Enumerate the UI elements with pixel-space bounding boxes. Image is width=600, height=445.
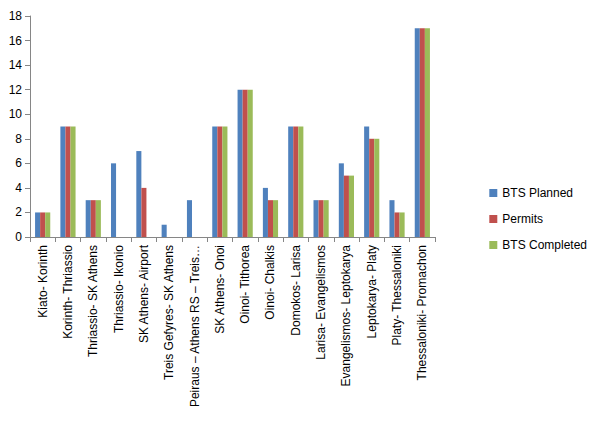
svg-text:SK Athens- Onoi: SK Athens- Onoi [213, 245, 227, 334]
svg-text:Platy- Thessaloniki: Platy- Thessaloniki [390, 245, 404, 346]
svg-text:Thriassio- Ikonio: Thriassio- Ikonio [112, 245, 126, 333]
svg-text:Leptokarya- Platy: Leptokarya- Platy [365, 245, 379, 338]
svg-text:0: 0 [15, 230, 22, 244]
svg-text:Korinth- Thriassio: Korinth- Thriassio [61, 245, 75, 339]
svg-text:12: 12 [9, 83, 23, 97]
svg-text:Peiraus – Athens RS – Treis…: Peiraus – Athens RS – Treis… [188, 245, 202, 407]
svg-text:Larisa- Evangelismos: Larisa- Evangelismos [314, 245, 328, 360]
svg-text:6: 6 [15, 156, 22, 170]
svg-text:8: 8 [15, 132, 22, 146]
svg-text:SK Athens- Airport: SK Athens- Airport [137, 244, 151, 343]
svg-text:10: 10 [9, 107, 23, 121]
svg-text:Thessaloniki- Promachon: Thessaloniki- Promachon [415, 245, 429, 380]
svg-text:2: 2 [15, 205, 22, 219]
svg-text:16: 16 [9, 34, 23, 48]
svg-text:Oinoi- Chalkis: Oinoi- Chalkis [263, 245, 277, 320]
svg-text:BTS Completed: BTS Completed [502, 238, 587, 252]
svg-text:Treis Gefyres- SK Athens: Treis Gefyres- SK Athens [162, 245, 176, 380]
svg-text:Oinoi- Tithorea: Oinoi- Tithorea [238, 245, 252, 324]
svg-text:Evangelismos- Leptokarya: Evangelismos- Leptokarya [339, 245, 353, 387]
svg-text:14: 14 [9, 58, 23, 72]
svg-text:Kiato- Korinth: Kiato- Korinth [36, 245, 50, 318]
svg-text:18: 18 [9, 9, 23, 23]
svg-text:Thriassio- SK Athens: Thriassio- SK Athens [86, 245, 100, 357]
svg-text:BTS Planned: BTS Planned [502, 186, 573, 200]
svg-text:4: 4 [15, 181, 22, 195]
svg-text:Domokos- Larisa: Domokos- Larisa [289, 245, 303, 336]
svg-text:Permits: Permits [502, 212, 543, 226]
